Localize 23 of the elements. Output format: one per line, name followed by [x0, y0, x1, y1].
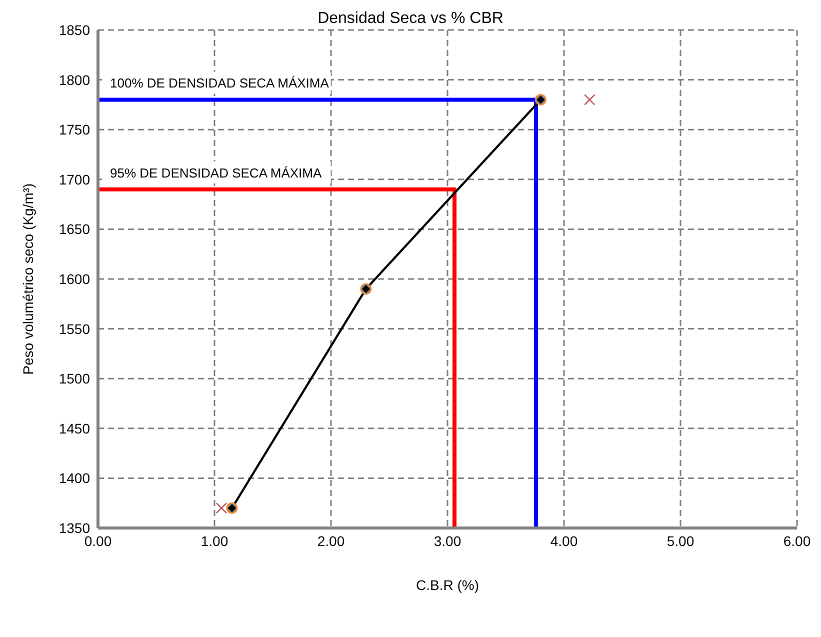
y-tick-label: 1800: [58, 72, 90, 88]
series-label: 95% DE DENSIDAD SECA MÁXIMA: [110, 165, 322, 180]
y-tick-label: 1500: [58, 370, 90, 387]
y-axis-title: Peso volumétrico seco (Kg/m³): [20, 183, 36, 375]
y-tick-label: 1400: [58, 470, 90, 486]
x-tick-label: 3.00: [434, 532, 462, 549]
point: [216, 502, 228, 514]
y-tick-label: 1750: [58, 122, 90, 138]
y-tick-label: 1850: [58, 22, 90, 38]
series-label: 100% DE DENSIDAD SECA MÁXIMA: [110, 76, 330, 91]
x-tick-label: 1.00: [200, 532, 228, 549]
y-tick-label: 1450: [58, 420, 90, 436]
x-axis-title: C.B.R (%): [416, 577, 479, 593]
x-tick-label: 4.00: [550, 532, 578, 549]
y-tick-label: 1600: [58, 270, 90, 287]
x-tick-label: 6.00: [783, 532, 811, 549]
y-tick-label: 1650: [58, 221, 90, 238]
point: [584, 94, 596, 106]
x-tick-label: 5.00: [666, 532, 694, 549]
chart-title: Densidad Seca vs % CBR: [318, 10, 504, 27]
x-tick-label: 2.00: [317, 532, 345, 549]
y-tick-label: 1700: [58, 171, 90, 188]
y-tick-label: 1550: [58, 320, 90, 337]
